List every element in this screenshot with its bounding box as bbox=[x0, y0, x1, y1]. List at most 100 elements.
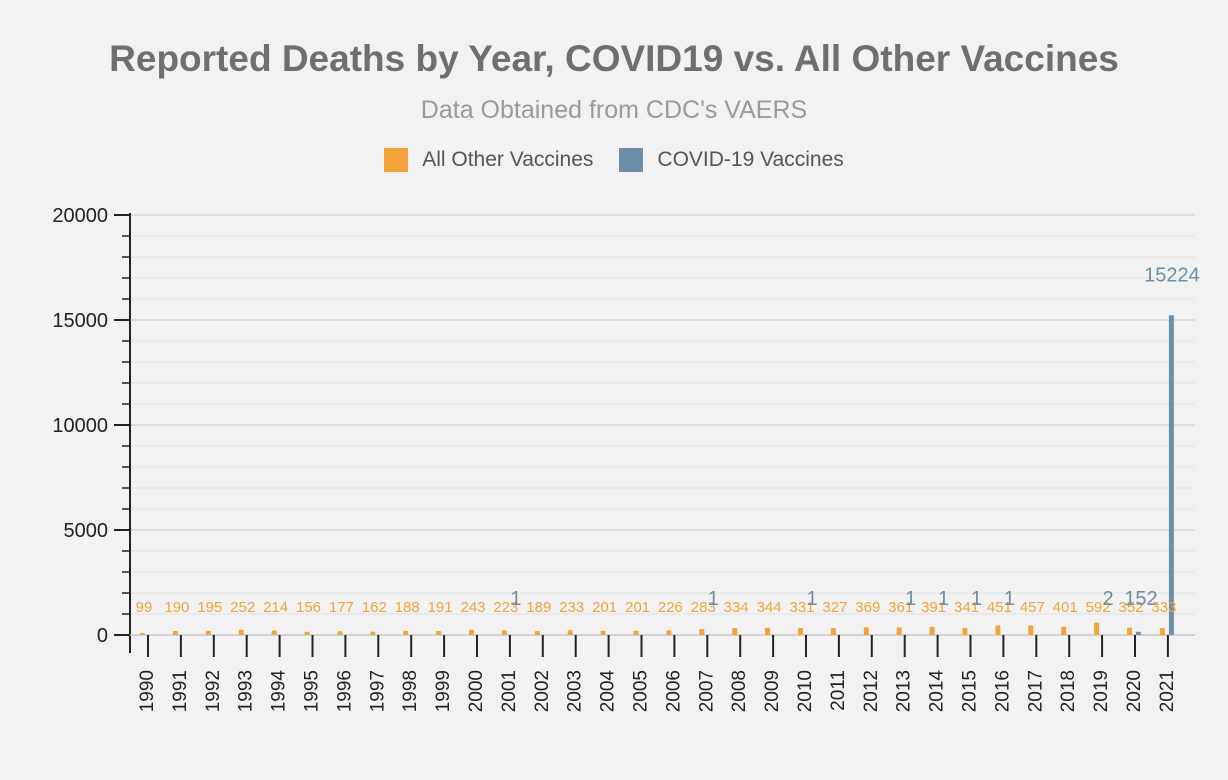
data-label-other: 214 bbox=[263, 599, 288, 616]
data-label-covid: 15224 bbox=[1144, 264, 1200, 286]
data-label-other: 190 bbox=[164, 599, 189, 616]
data-label-other: 201 bbox=[625, 599, 650, 616]
data-label-other: 243 bbox=[460, 599, 485, 616]
bar-other-vaccines bbox=[140, 632, 145, 635]
data-label-other: 156 bbox=[296, 599, 321, 616]
bar-other-vaccines bbox=[205, 630, 211, 635]
bar-covid-vaccines bbox=[1168, 315, 1174, 635]
x-tick-label: 1997 bbox=[367, 670, 388, 712]
data-label-other: 327 bbox=[822, 599, 847, 616]
bar-other-vaccines bbox=[403, 631, 409, 635]
x-tick-label: 2015 bbox=[960, 670, 981, 712]
x-tick-label: 1991 bbox=[170, 670, 191, 712]
data-label-other: 233 bbox=[559, 599, 584, 616]
x-tick-label: 1994 bbox=[269, 670, 290, 713]
data-label-covid: 1 bbox=[708, 588, 719, 610]
data-label-other: 226 bbox=[658, 599, 683, 616]
data-label-covid: 2 bbox=[1103, 588, 1114, 610]
legend-item-other[interactable]: All Other Vaccines bbox=[384, 148, 593, 172]
x-tick-label: 2017 bbox=[1025, 670, 1046, 712]
data-label-covid: 1 bbox=[905, 588, 916, 610]
bar-other-vaccines bbox=[370, 631, 376, 635]
bar-other-vaccines bbox=[238, 629, 244, 635]
data-label-other: 252 bbox=[230, 599, 255, 616]
legend-label-covid: COVID-19 Vaccines bbox=[657, 148, 844, 171]
bar-other-vaccines bbox=[633, 630, 639, 635]
x-tick-label: 2001 bbox=[499, 670, 520, 712]
data-label-covid: 1 bbox=[938, 588, 949, 610]
legend-label-other: All Other Vaccines bbox=[422, 148, 594, 171]
data-label-other: 191 bbox=[428, 599, 453, 616]
bar-other-vaccines bbox=[534, 631, 540, 635]
x-tick-label: 2004 bbox=[598, 670, 619, 713]
x-tick-label: 2018 bbox=[1058, 670, 1079, 712]
data-label-other: 361 bbox=[888, 599, 913, 616]
bar-other-vaccines bbox=[896, 627, 902, 635]
data-label-other: 334 bbox=[724, 599, 749, 616]
bar-other-vaccines bbox=[436, 630, 442, 635]
data-label-covid: 1 bbox=[806, 588, 817, 610]
x-tick-label: 2000 bbox=[466, 670, 487, 712]
data-label-other: 352 bbox=[1118, 599, 1143, 616]
data-label-other: 592 bbox=[1086, 599, 1111, 616]
bar-other-vaccines bbox=[962, 627, 968, 635]
bar-other-vaccines bbox=[271, 630, 277, 635]
data-label-covid: 1 bbox=[971, 588, 982, 610]
y-tick-label: 20000 bbox=[52, 205, 108, 227]
bar-other-vaccines bbox=[600, 630, 606, 635]
bar-other-vaccines bbox=[863, 627, 869, 635]
x-tick-label: 2013 bbox=[894, 670, 915, 712]
bar-other-vaccines bbox=[1094, 622, 1100, 635]
bar-other-vaccines bbox=[699, 629, 705, 635]
data-label-other: 331 bbox=[789, 599, 814, 616]
x-tick-label: 2021 bbox=[1157, 670, 1178, 712]
y-tick-label: 0 bbox=[97, 625, 108, 647]
data-label-other: 333 bbox=[1151, 599, 1176, 616]
bar-other-vaccines bbox=[995, 625, 1001, 635]
data-label-other: 177 bbox=[329, 599, 354, 616]
legend-item-covid[interactable]: COVID-19 Vaccines bbox=[619, 148, 844, 172]
x-tick-label: 2005 bbox=[631, 670, 652, 712]
x-tick-label: 2011 bbox=[828, 670, 849, 711]
x-tick-label: 2007 bbox=[696, 670, 717, 712]
data-label-other: 189 bbox=[526, 599, 551, 616]
data-label-other: 188 bbox=[395, 599, 420, 616]
bar-other-vaccines bbox=[765, 627, 771, 635]
x-tick-label: 1999 bbox=[433, 670, 454, 712]
data-label-other: 162 bbox=[362, 599, 387, 616]
bar-other-vaccines bbox=[469, 629, 474, 635]
legend-swatch-other bbox=[384, 148, 409, 172]
bar-other-vaccines bbox=[337, 631, 343, 635]
bar-other-vaccines bbox=[567, 630, 573, 635]
bar-other-vaccines bbox=[666, 630, 672, 635]
x-tick-label: 1993 bbox=[236, 670, 257, 712]
x-tick-label: 1990 bbox=[137, 670, 158, 712]
x-tick-label: 2012 bbox=[861, 670, 882, 712]
x-tick-label: 1992 bbox=[203, 670, 224, 712]
bar-other-vaccines bbox=[172, 631, 178, 635]
bar-other-vaccines bbox=[929, 626, 935, 635]
data-label-covid: 152 bbox=[1124, 588, 1157, 610]
y-tick-label: 5000 bbox=[64, 520, 109, 542]
x-tick-label: 2009 bbox=[762, 670, 783, 712]
x-tick-label: 1996 bbox=[334, 670, 355, 712]
x-tick-label: 2003 bbox=[565, 670, 586, 712]
data-label-other: 401 bbox=[1053, 599, 1078, 616]
data-label-covid: 1 bbox=[510, 588, 521, 610]
y-tick-label: 15000 bbox=[52, 310, 108, 332]
x-tick-label: 1995 bbox=[302, 670, 323, 712]
x-tick-label: 2002 bbox=[532, 670, 553, 712]
bar-covid-vaccines bbox=[1136, 631, 1141, 635]
x-tick-label: 1998 bbox=[400, 670, 421, 712]
data-label-other: 195 bbox=[197, 599, 222, 616]
data-label-other: 369 bbox=[855, 599, 880, 616]
x-tick-label: 2020 bbox=[1124, 670, 1145, 712]
bar-other-vaccines bbox=[1061, 626, 1067, 635]
bar-other-vaccines bbox=[798, 628, 803, 635]
chart-subtitle: Data Obtained from CDC's VAERS bbox=[420, 96, 808, 124]
data-label-other: 391 bbox=[921, 599, 946, 616]
x-tick-label: 2019 bbox=[1091, 670, 1112, 712]
bar-other-vaccines bbox=[1127, 627, 1132, 635]
y-tick-label: 10000 bbox=[52, 415, 108, 437]
bar-other-vaccines bbox=[1159, 628, 1165, 635]
